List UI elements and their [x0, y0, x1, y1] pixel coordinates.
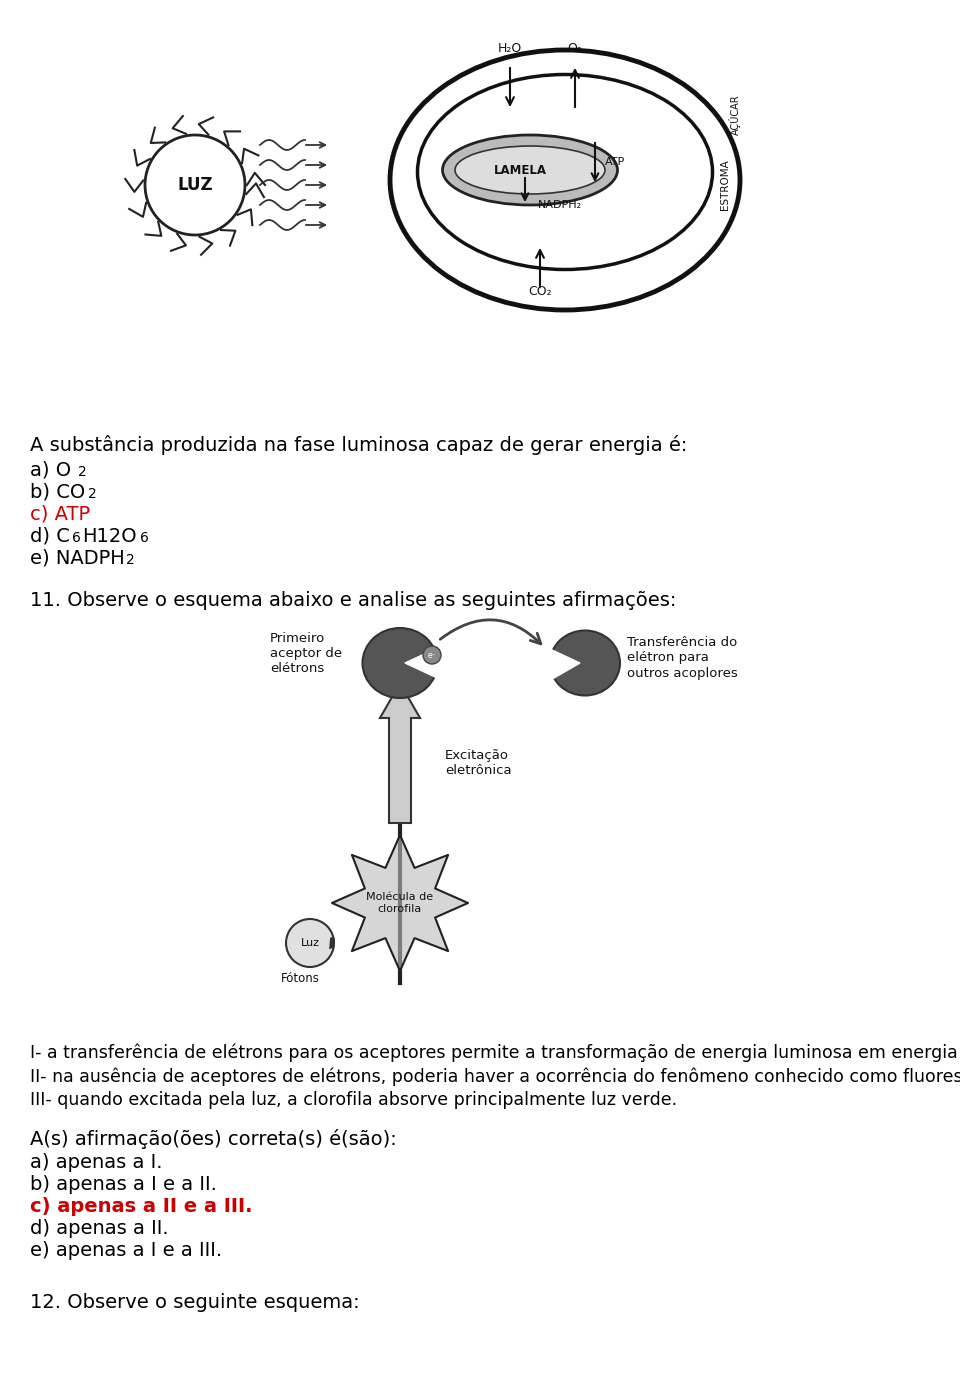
Text: e) apenas a I e a III.: e) apenas a I e a III.: [30, 1242, 222, 1259]
Text: a) O: a) O: [30, 462, 71, 480]
Text: 2: 2: [126, 553, 134, 566]
Circle shape: [423, 646, 441, 664]
Circle shape: [286, 919, 334, 967]
Text: Excitação
eletrônica: Excitação eletrônica: [445, 750, 512, 777]
Text: 6: 6: [72, 531, 81, 546]
Text: O₂: O₂: [567, 41, 583, 55]
Text: A substância produzida na fase luminosa capaz de gerar energia é:: A substância produzida na fase luminosa …: [30, 435, 687, 455]
Text: ESTROMA: ESTROMA: [720, 160, 730, 211]
Text: 6: 6: [140, 531, 149, 546]
Text: H₂O: H₂O: [498, 41, 522, 55]
Text: c) ATP: c) ATP: [30, 504, 90, 524]
Circle shape: [145, 135, 245, 236]
Text: b) apenas a I e a II.: b) apenas a I e a II.: [30, 1175, 217, 1193]
Text: III- quando excitada pela luz, a clorofila absorve principalmente luz verde.: III- quando excitada pela luz, a clorofi…: [30, 1091, 677, 1109]
Text: e) NADPH: e) NADPH: [30, 548, 125, 568]
Text: I- a transferência de elétrons para os aceptores permite a transformação de ener: I- a transferência de elétrons para os a…: [30, 1043, 960, 1061]
Text: e⁻: e⁻: [428, 650, 436, 660]
Text: NADPH₂: NADPH₂: [538, 200, 582, 209]
Text: II- na ausência de aceptores de elétrons, poderia haver a ocorrência do fenômeno: II- na ausência de aceptores de elétrons…: [30, 1067, 960, 1086]
Text: d) C: d) C: [30, 526, 70, 546]
Text: Luz: Luz: [300, 938, 320, 948]
Text: 12. Observe o seguinte esquema:: 12. Observe o seguinte esquema:: [30, 1293, 360, 1312]
Text: Transferência do
elétron para
outros acoplores: Transferência do elétron para outros aco…: [627, 637, 737, 679]
Text: ATP: ATP: [605, 157, 625, 167]
Polygon shape: [332, 835, 468, 971]
Text: a) apenas a I.: a) apenas a I.: [30, 1153, 162, 1173]
Wedge shape: [542, 646, 580, 682]
Text: H12O: H12O: [82, 526, 136, 546]
Text: AÇÚCAR: AÇÚCAR: [729, 95, 741, 135]
Text: 11. Observe o esquema abaixo e analise as seguintes afirmações:: 11. Observe o esquema abaixo e analise a…: [30, 591, 677, 610]
Ellipse shape: [363, 628, 438, 699]
Ellipse shape: [455, 146, 605, 194]
Polygon shape: [380, 683, 420, 823]
Ellipse shape: [443, 135, 617, 205]
Text: LUZ: LUZ: [178, 176, 213, 194]
Text: A(s) afirmação(ões) correta(s) é(são):: A(s) afirmação(ões) correta(s) é(são):: [30, 1129, 396, 1149]
Text: Primeiro
aceptor de
elétrons: Primeiro aceptor de elétrons: [270, 631, 342, 674]
Text: b) CO: b) CO: [30, 484, 85, 502]
Text: LAMELA: LAMELA: [493, 164, 546, 176]
Text: 2: 2: [88, 486, 97, 502]
Text: c) apenas a II e a III.: c) apenas a II e a III.: [30, 1197, 252, 1215]
Text: Molécula de
clorofila: Molécula de clorofila: [367, 892, 434, 914]
Text: CO₂: CO₂: [528, 285, 552, 298]
Text: Fótons: Fótons: [280, 971, 320, 985]
Wedge shape: [405, 645, 447, 681]
Ellipse shape: [550, 631, 620, 696]
Text: d) apenas a II.: d) apenas a II.: [30, 1220, 169, 1237]
Text: 2: 2: [78, 464, 86, 480]
